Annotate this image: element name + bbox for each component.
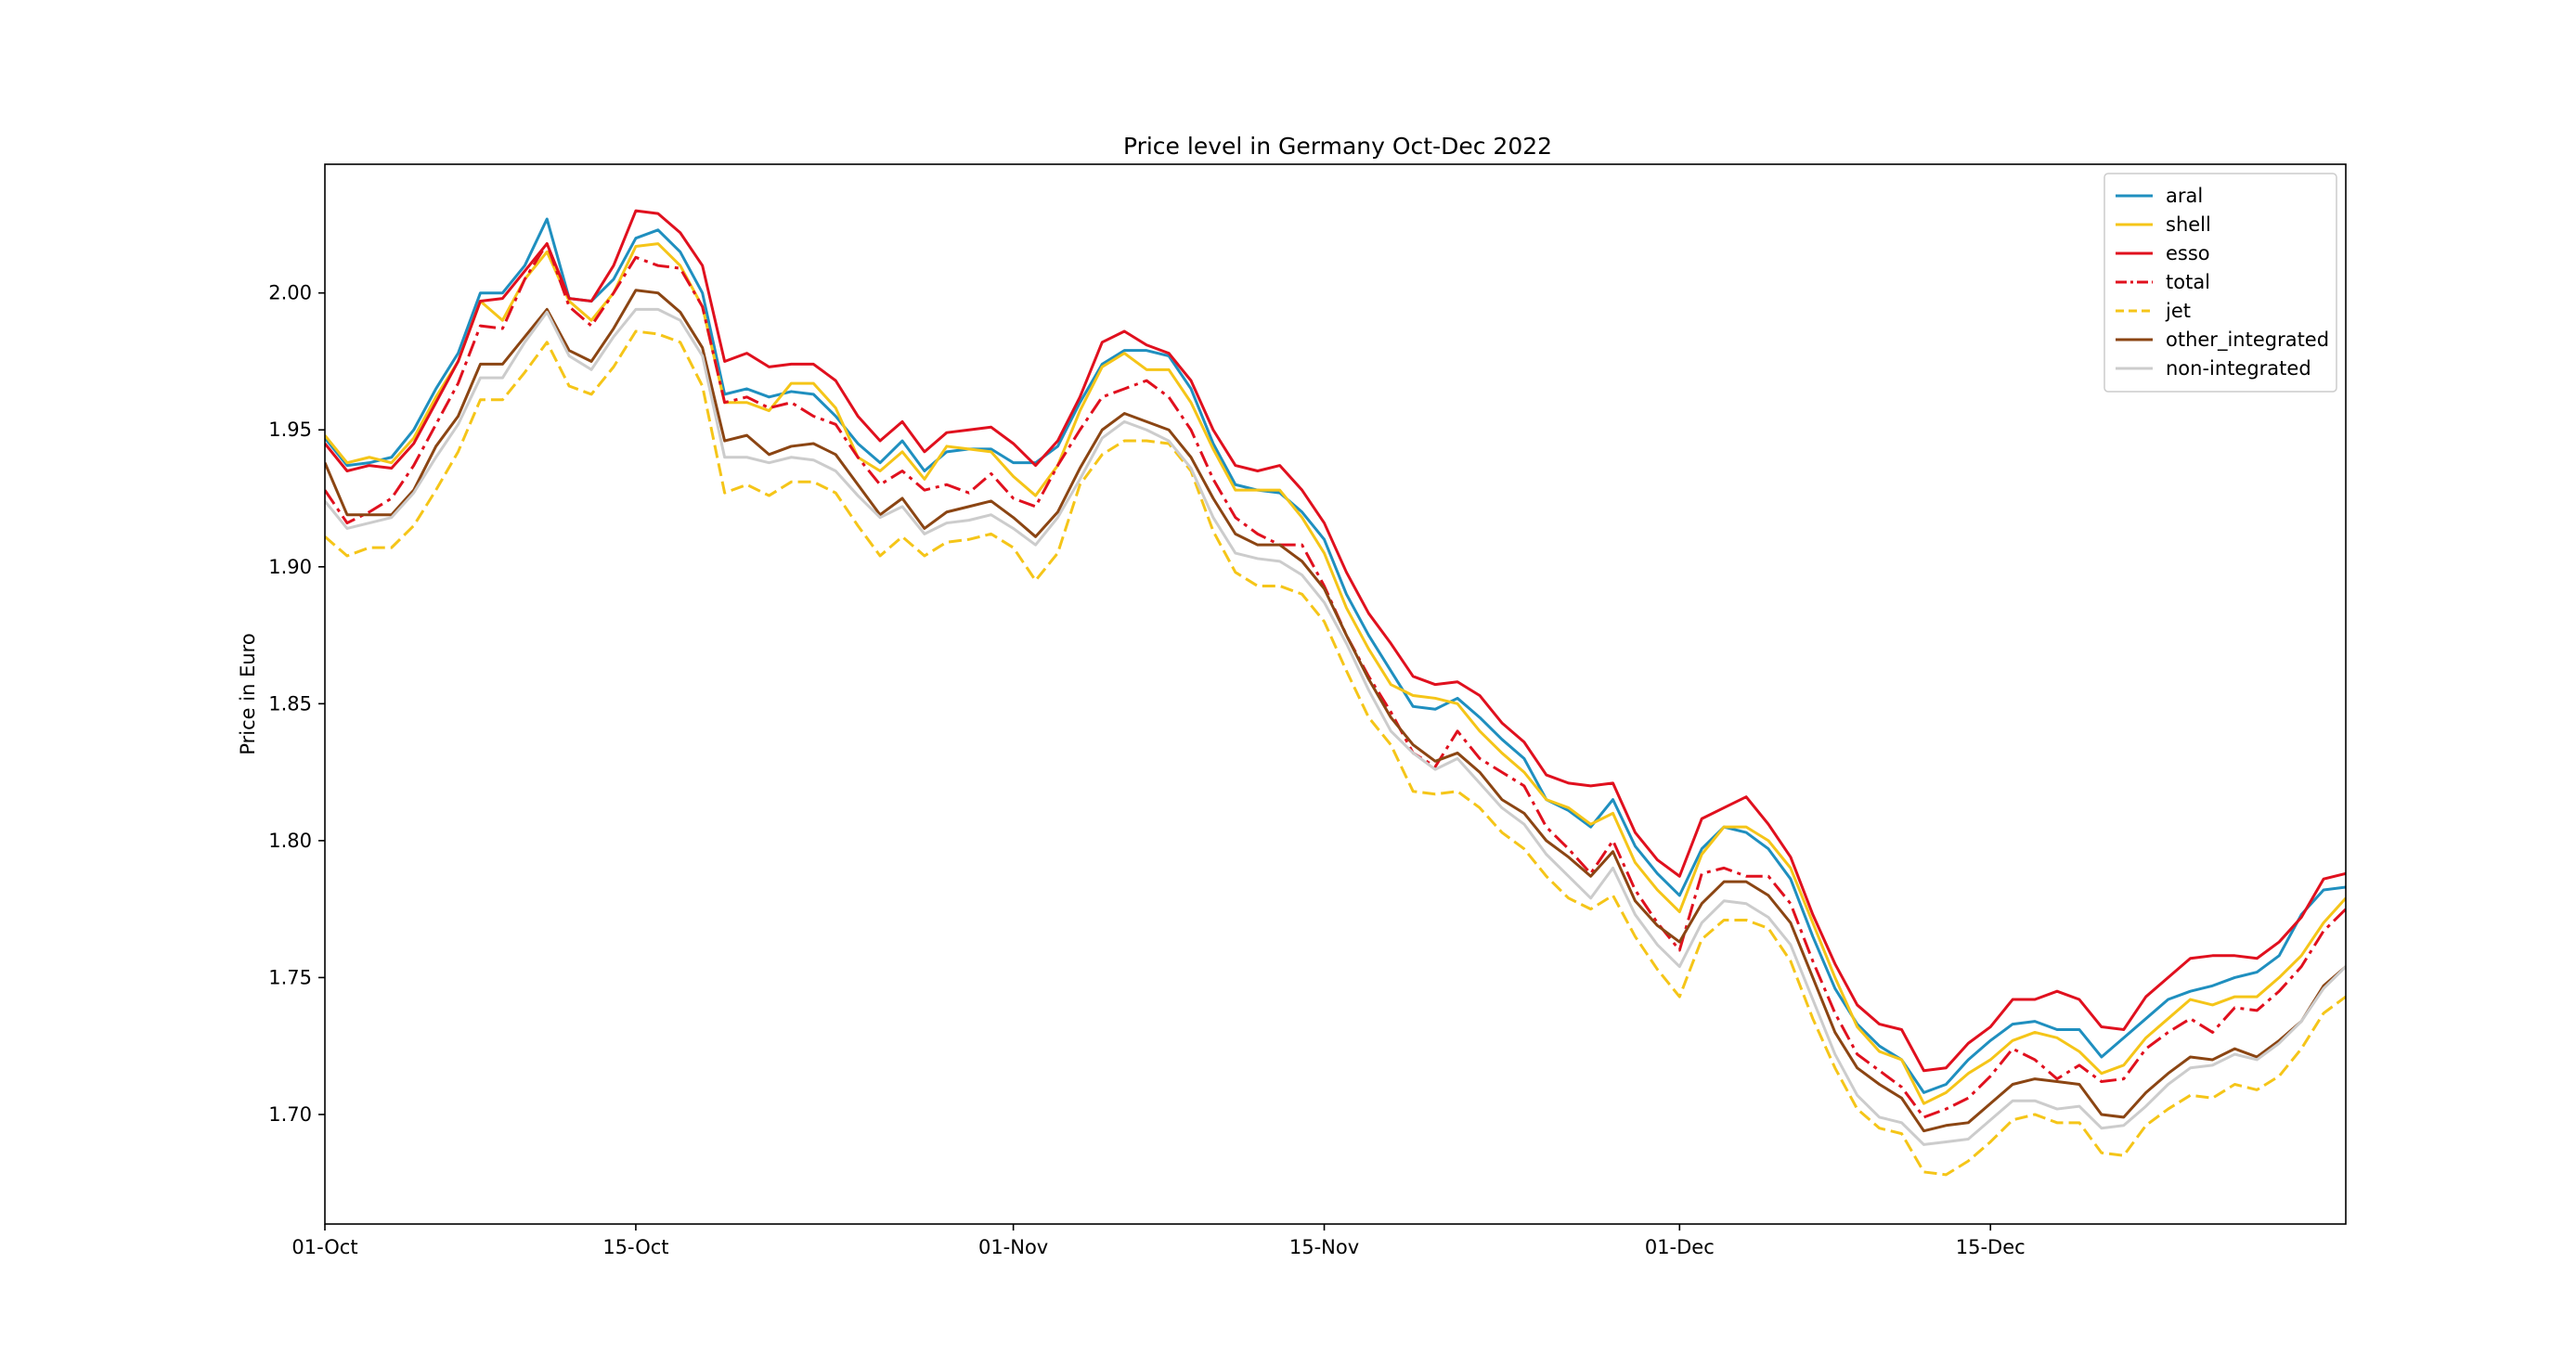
series-line-esso xyxy=(325,209,2346,1073)
plot-frame xyxy=(324,163,2347,1225)
plot-area xyxy=(325,209,2346,1177)
y-tick-label: 1.70 xyxy=(268,1103,312,1126)
x-tick-label: 01-Dec xyxy=(1645,1236,1715,1258)
x-tick-label: 01-Nov xyxy=(978,1236,1048,1258)
series-line-non-integrated xyxy=(325,307,2346,1146)
y-tick-label: 1.85 xyxy=(268,692,312,715)
series-lines xyxy=(325,209,2346,1177)
x-tick-label: 15-Oct xyxy=(602,1236,668,1258)
legend-label-total: total xyxy=(2166,271,2210,293)
legend-label-other-integrated: other_integrated xyxy=(2166,329,2329,352)
y-tick-label: 1.95 xyxy=(268,419,312,441)
legend-label-esso: esso xyxy=(2166,242,2210,264)
series-line-jet xyxy=(325,329,2346,1177)
legend: aral shell esso total jet other_integratednon… xyxy=(2104,173,2337,393)
x-tick-label: 01-Oct xyxy=(291,1236,357,1258)
y-tick-label: 1.90 xyxy=(268,556,312,578)
legend-box xyxy=(2104,173,2337,393)
legend-label-aral: aral xyxy=(2166,185,2203,207)
legend-label-non-integrated: non-integrated xyxy=(2166,357,2311,380)
series-line-shell xyxy=(325,242,2346,1105)
y-tick-label: 2.00 xyxy=(268,282,312,304)
y-tick-label: 1.80 xyxy=(268,830,312,852)
x-tick-label: 15-Nov xyxy=(1289,1236,1359,1258)
y-axis-label: Price in Euro xyxy=(237,633,259,754)
axes: 1.70 1.75 1.80 1.85 1.90 1.95 2.00 01-Oct 15-Oct… xyxy=(268,163,2347,1258)
series-line-aral xyxy=(325,217,2346,1094)
legend-label-shell: shell xyxy=(2166,213,2211,236)
chart-title: Price level in Germany Oct-Dec 2022 xyxy=(1123,133,1552,160)
legend-label-jet: jet xyxy=(2165,300,2191,322)
y-tick-label: 1.75 xyxy=(268,966,312,988)
series-line-other-integrated xyxy=(325,289,2346,1133)
x-tick-label: 15-Dec xyxy=(1956,1236,2026,1258)
